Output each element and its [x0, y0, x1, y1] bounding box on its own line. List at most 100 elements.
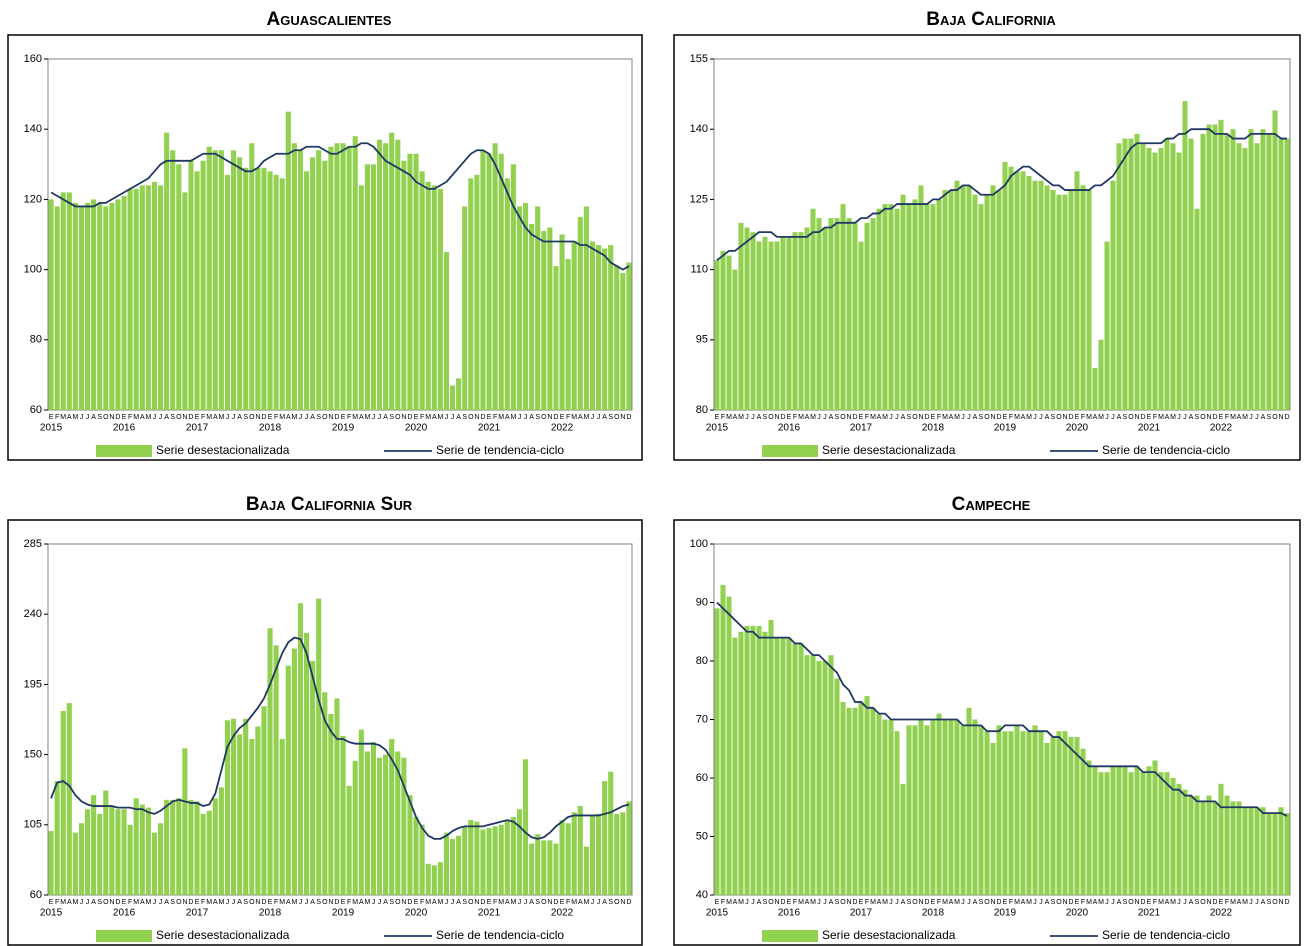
bar	[328, 714, 334, 895]
x-tick-label: N	[990, 414, 995, 421]
x-tick-label: A	[602, 899, 607, 906]
x-tick-label: J	[1105, 899, 1109, 906]
x-tick-label: M	[498, 899, 504, 906]
x-tick-label: F	[937, 899, 941, 906]
bar	[316, 150, 322, 410]
bar	[858, 241, 864, 410]
bar	[109, 806, 115, 895]
x-tick-label: J	[1033, 899, 1037, 906]
x-tick-label: N	[547, 899, 552, 906]
x-tick-label: N	[846, 414, 851, 421]
y-tick-label: 70	[696, 713, 708, 725]
bar	[744, 625, 750, 895]
year-label: 2015	[40, 423, 63, 434]
bar	[139, 804, 145, 895]
x-tick-label: E	[1075, 414, 1080, 421]
bar	[912, 199, 918, 410]
bar	[109, 202, 115, 410]
x-tick-label: S	[389, 899, 394, 906]
bar	[816, 218, 822, 410]
bar	[1266, 133, 1272, 410]
bar	[48, 199, 54, 410]
bar	[279, 739, 285, 895]
x-tick-label: J	[226, 414, 230, 421]
x-tick-label: E	[487, 899, 492, 906]
x-tick-label: N	[182, 899, 187, 906]
bar	[1188, 795, 1194, 895]
x-tick-label: A	[359, 414, 364, 421]
x-tick-label: S	[316, 899, 321, 906]
x-tick-label: M	[352, 414, 358, 421]
bar	[565, 259, 571, 410]
x-tick-label: D	[996, 414, 1001, 421]
bar	[437, 862, 443, 895]
x-tick-label: D	[924, 899, 929, 906]
bar	[224, 174, 231, 410]
bar	[798, 232, 804, 410]
x-tick-label: S	[608, 414, 613, 421]
bar	[1278, 807, 1284, 895]
x-tick-label: O	[1128, 414, 1134, 421]
bar	[91, 199, 97, 410]
x-tick-label: A	[310, 414, 315, 421]
bar	[1248, 129, 1254, 410]
x-tick-label: S	[243, 899, 248, 906]
x-tick-label: M	[1242, 414, 1248, 421]
x-tick-label: J	[305, 414, 309, 421]
bar	[620, 273, 626, 410]
bar	[846, 218, 852, 410]
x-tick-label: D	[115, 414, 120, 421]
bar	[786, 236, 792, 410]
x-tick-label: M	[510, 414, 516, 421]
x-tick-label: M	[1026, 414, 1032, 421]
bar	[492, 826, 498, 895]
year-label: 2018	[259, 423, 282, 434]
legend-label: Serie desestacionalizada	[822, 443, 956, 457]
x-tick-label: S	[763, 899, 768, 906]
bar	[182, 192, 188, 410]
bar	[510, 164, 516, 410]
x-tick-label: M	[882, 899, 888, 906]
x-tick-label: J	[1039, 414, 1043, 421]
bar	[1272, 813, 1278, 895]
year-label: 2016	[113, 423, 136, 434]
x-tick-label: M	[942, 414, 948, 421]
bar	[322, 160, 328, 410]
bar	[456, 835, 462, 895]
bar	[401, 757, 407, 895]
x-tick-label: E	[859, 899, 864, 906]
x-tick-label: A	[383, 414, 388, 421]
x-tick-label: J	[961, 414, 965, 421]
bar	[798, 643, 804, 895]
x-tick-label: F	[1009, 899, 1013, 906]
x-tick-label: D	[1068, 414, 1073, 421]
bar	[60, 710, 66, 895]
x-tick-label: M	[291, 414, 297, 421]
x-tick-label: A	[91, 899, 96, 906]
x-tick-label: S	[1267, 899, 1272, 906]
x-tick-label: A	[757, 899, 762, 906]
legend-swatch	[762, 445, 818, 457]
bar	[413, 817, 419, 895]
x-tick-label: J	[80, 414, 84, 421]
x-tick-label: J	[1039, 899, 1043, 906]
year-label: 2015	[706, 423, 729, 434]
x-tick-label: F	[721, 414, 725, 421]
bar	[145, 807, 151, 895]
bar	[1110, 766, 1116, 895]
x-tick-label: M	[510, 899, 516, 906]
x-tick-label: F	[1225, 899, 1229, 906]
x-tick-label: A	[164, 414, 169, 421]
x-tick-label: D	[852, 414, 857, 421]
bar	[810, 208, 816, 410]
bar	[1176, 783, 1182, 895]
x-tick-label: N	[1134, 414, 1139, 421]
bar	[419, 824, 425, 895]
bar	[1182, 101, 1188, 411]
bar	[571, 241, 577, 410]
bar	[480, 829, 486, 895]
bar	[1272, 110, 1278, 410]
bar	[589, 241, 596, 410]
bar	[972, 194, 978, 410]
x-tick-label: J	[1105, 414, 1109, 421]
